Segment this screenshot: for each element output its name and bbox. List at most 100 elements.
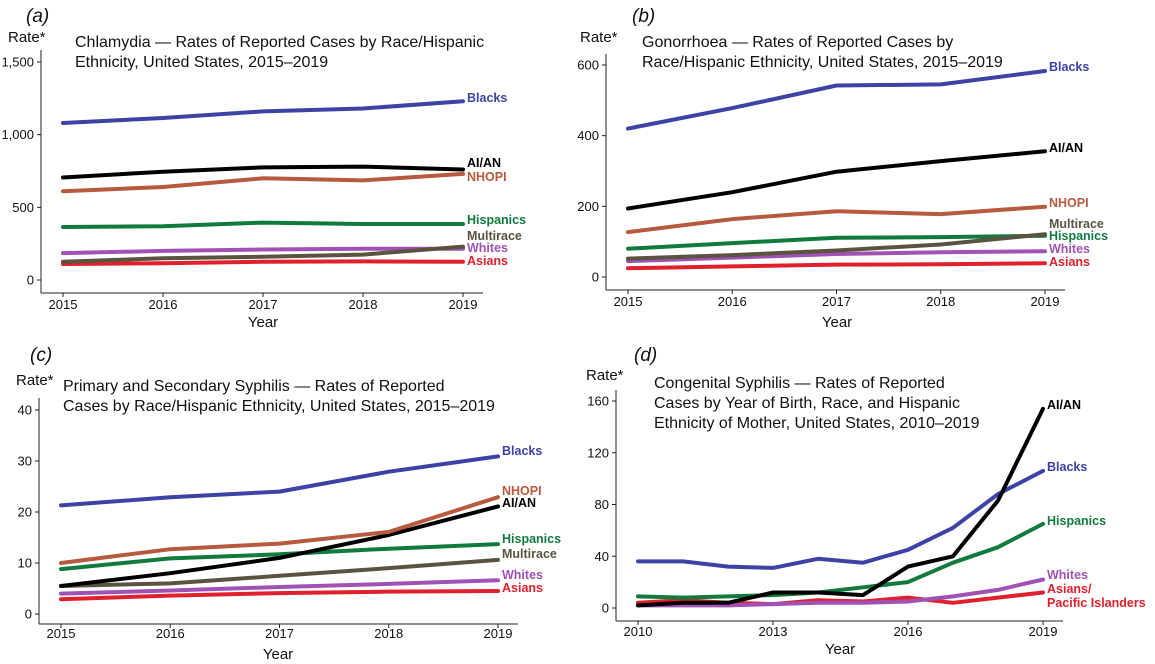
x-tick-label: 2017	[265, 626, 294, 641]
y-tick-label: 20	[18, 505, 32, 520]
chart-title-line: Ethnicity, United States, 2015–2019	[75, 54, 328, 71]
series-line-asians	[626, 261, 1047, 271]
series-label: Hispanics	[1049, 229, 1108, 243]
y-axis-label: Rate*	[586, 367, 624, 384]
series-line-aian	[626, 149, 1047, 211]
series-line-whites	[59, 578, 500, 596]
x-axis-label: Year	[825, 641, 855, 658]
series-line-multirace	[61, 244, 465, 264]
y-tick-label: 120	[587, 445, 609, 460]
y-tick-label: 400	[577, 128, 599, 143]
series-line-aian	[636, 406, 1045, 608]
series-label: AI/AN	[1049, 141, 1083, 155]
series-label: Asians	[502, 581, 543, 595]
x-tick-label: 2016	[156, 626, 185, 641]
x-tick-label: 2017	[822, 294, 851, 309]
x-axis-label: Year	[822, 314, 852, 331]
y-tick-label: 0	[27, 273, 34, 288]
x-tick-label: 2016	[894, 624, 923, 639]
series-line-hispanics	[61, 220, 465, 229]
series-line-hispanics	[636, 521, 1045, 600]
series-label: Pacific Islanders	[1047, 596, 1146, 610]
x-tick-label: 2018	[374, 626, 403, 641]
y-tick-label: 0	[592, 270, 599, 285]
x-tick-label: 2018	[349, 297, 378, 312]
chart-title-line: Race/Hispanic Ethnicity, United States, …	[642, 54, 1003, 71]
chart-title-line: Ethnicity of Mother, United States, 2010…	[654, 415, 980, 432]
x-tick-label: 2015	[614, 294, 643, 309]
series-label: Hispanics	[467, 213, 526, 227]
chart-panel: (c) Primary and Secondary Syphilis — Rate…	[16, 345, 561, 663]
x-tick-label: 2019	[1029, 624, 1058, 639]
y-tick-label: 600	[577, 58, 599, 73]
series-label: Multirace	[1049, 217, 1104, 231]
x-tick-label: 2019	[484, 626, 513, 641]
x-tick-label: 2013	[759, 624, 788, 639]
series-label: Asians/	[1047, 582, 1092, 596]
series-line-blacks	[626, 69, 1047, 131]
x-axis-label: Year	[263, 646, 293, 663]
series-label: NHOPI	[467, 170, 507, 184]
x-tick-label: 2015	[47, 626, 76, 641]
series-label: Multirace	[467, 229, 522, 243]
series-label: NHOPI	[502, 484, 542, 498]
series-label: Whites	[1047, 568, 1088, 582]
series-line-hispanics	[59, 542, 500, 572]
y-tick-label: 1,000	[1, 127, 34, 142]
series-line-blacks	[59, 454, 500, 508]
series-line-multirace	[626, 232, 1047, 261]
x-tick-label: 2019	[1031, 294, 1060, 309]
series-line-blacks	[61, 99, 465, 125]
chart-title-line: Gonorrhoea — Rates of Reported Cases by	[642, 34, 953, 51]
series-line-blacks	[636, 468, 1045, 570]
chart-panel: (a) Chlamydia — Rates of Reported Cases b…	[1, 6, 526, 331]
series-label: Asians	[1049, 255, 1090, 269]
y-axis-label: Rate*	[8, 29, 46, 46]
chart-title-line: Chlamydia — Rates of Reported Cases by R…	[75, 34, 484, 51]
series-label: Asians	[467, 254, 508, 268]
y-tick-label: 160	[587, 394, 609, 409]
x-tick-label: 2018	[926, 294, 955, 309]
y-tick-label: 80	[595, 497, 609, 512]
series-label: Blacks	[1047, 460, 1087, 474]
series-label: AI/AN	[502, 496, 536, 510]
y-tick-label: 10	[18, 556, 32, 571]
series-line-aian	[59, 504, 500, 588]
series-label: Whites	[467, 241, 508, 255]
series-line-multirace	[59, 557, 500, 588]
x-tick-label: 2016	[718, 294, 747, 309]
series-label: Multirace	[502, 547, 557, 561]
series-label: Hispanics	[1047, 514, 1106, 528]
chart-panel: (d) Congenital Syphilis — Rates of Report…	[586, 345, 1146, 658]
series-label: Blacks	[502, 444, 542, 458]
series-label: Blacks	[1049, 60, 1089, 74]
series-line-whites	[626, 249, 1047, 264]
series-label: NHOPI	[1049, 196, 1089, 210]
y-tick-label: 500	[12, 200, 34, 215]
chart-title-line: Primary and Secondary Syphilis — Rates o…	[63, 378, 445, 395]
panel-letter: (d)	[634, 345, 657, 366]
series-label: Hispanics	[502, 532, 561, 546]
panel-letter: (c)	[30, 345, 52, 366]
x-tick-label: 2010	[624, 624, 653, 639]
x-tick-label: 2019	[449, 297, 478, 312]
y-tick-label: 40	[18, 403, 32, 418]
series-line-whites	[61, 246, 465, 256]
y-axis-label: Rate*	[16, 372, 54, 389]
series-label: Whites	[502, 568, 543, 582]
panel-letter: (a)	[26, 6, 49, 27]
series-label: AI/AN	[467, 156, 501, 170]
series-label: AI/AN	[1047, 398, 1081, 412]
y-axis-label: Rate*	[580, 29, 618, 46]
y-tick-label: 200	[577, 199, 599, 214]
y-tick-label: 0	[25, 607, 32, 622]
x-tick-label: 2017	[249, 297, 278, 312]
y-tick-label: 1,500	[1, 55, 34, 70]
series-line-asians	[61, 259, 465, 266]
series-line-aian	[61, 164, 465, 180]
x-tick-label: 2015	[49, 297, 78, 312]
y-tick-label: 0	[602, 601, 609, 616]
chart-panel: (b) Gonorrhoea — Rates of Reported Cases …	[577, 6, 1108, 331]
